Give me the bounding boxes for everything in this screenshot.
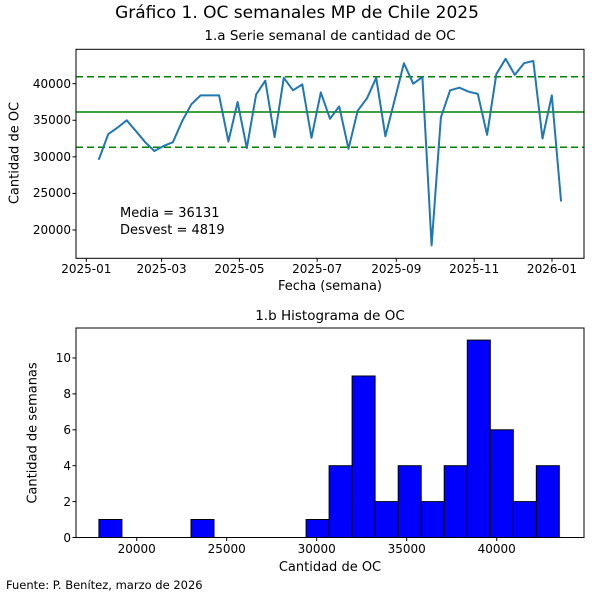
series-x-tick-label: 2025-03 bbox=[136, 262, 187, 276]
histogram-y-tick-label: 4 bbox=[63, 458, 71, 473]
series-y-tick-label: 25000 bbox=[32, 186, 71, 201]
figure-title: Gráfico 1. OC semanales MP de Chile 2025 bbox=[115, 3, 479, 23]
series-y-tick-label: 40000 bbox=[32, 76, 71, 91]
histogram-y-tick-label: 2 bbox=[63, 494, 71, 509]
histogram-y-tick-label: 0 bbox=[63, 530, 71, 545]
histogram-x-axis-label: Cantidad de OC bbox=[278, 560, 382, 575]
series-plot-frame bbox=[75, 48, 585, 259]
histogram-bar bbox=[443, 465, 468, 539]
series-x-tick-label: 2025-09 bbox=[371, 262, 422, 276]
series-x-tick-label: 2026-01 bbox=[526, 262, 578, 276]
histogram-bar bbox=[374, 501, 399, 539]
source-note: Fuente: P. Benítez, marzo de 2026 bbox=[6, 578, 203, 592]
histogram-bar bbox=[535, 465, 560, 539]
series-x-tick-label: 2025-05 bbox=[214, 262, 265, 276]
histogram-y-tick-label: 6 bbox=[63, 422, 71, 437]
histogram-bar bbox=[489, 429, 514, 538]
std-annotation-line: Desvest = 4819 bbox=[120, 223, 225, 238]
histogram-bar bbox=[466, 339, 491, 538]
histogram-bar bbox=[190, 519, 215, 538]
series-chart-title: 1.a Serie semanal de cantidad de OC bbox=[204, 28, 456, 44]
series-x-tick-label: 2025-11 bbox=[449, 262, 500, 276]
histogram-bar bbox=[328, 465, 353, 539]
histogram-title: 1.b Histograma de OC bbox=[255, 308, 405, 324]
series-x-axis-label: Fecha (semana) bbox=[278, 279, 382, 294]
histogram-x-tick-label: 20000 bbox=[117, 542, 156, 556]
histogram-x-tick-label: 35000 bbox=[387, 542, 426, 556]
histogram-bar bbox=[305, 519, 330, 538]
histogram-y-axis-label: Cantidad de semanas bbox=[25, 362, 41, 504]
histogram-y-tick-label: 10 bbox=[55, 351, 71, 365]
stats-annotation: Media = 36131 Desvest = 4819 bbox=[120, 205, 225, 239]
histogram-x-tick-label: 30000 bbox=[297, 542, 336, 556]
series-x-tick-label: 2025-07 bbox=[292, 262, 343, 276]
mean-annotation-line: Media = 36131 bbox=[120, 206, 220, 221]
histogram-bar bbox=[420, 501, 445, 539]
histogram-x-tick-label: 40000 bbox=[477, 542, 516, 556]
histogram-bar bbox=[512, 501, 537, 539]
histogram-bar bbox=[351, 375, 376, 538]
histogram-y-tick-label: 8 bbox=[63, 386, 71, 401]
histogram-bar bbox=[98, 519, 123, 538]
oc-series-line bbox=[98, 57, 562, 247]
series-y-tick-label: 35000 bbox=[32, 113, 71, 128]
histogram-bar bbox=[397, 465, 422, 539]
series-y-tick-label: 20000 bbox=[32, 223, 71, 237]
series-y-tick-label: 30000 bbox=[32, 149, 71, 164]
histogram-x-tick-label: 25000 bbox=[207, 542, 246, 556]
histogram-plot-frame bbox=[75, 327, 585, 538]
series-x-tick-label: 2025-01 bbox=[61, 262, 112, 276]
series-y-axis-label: Cantidad de OC bbox=[7, 101, 23, 205]
